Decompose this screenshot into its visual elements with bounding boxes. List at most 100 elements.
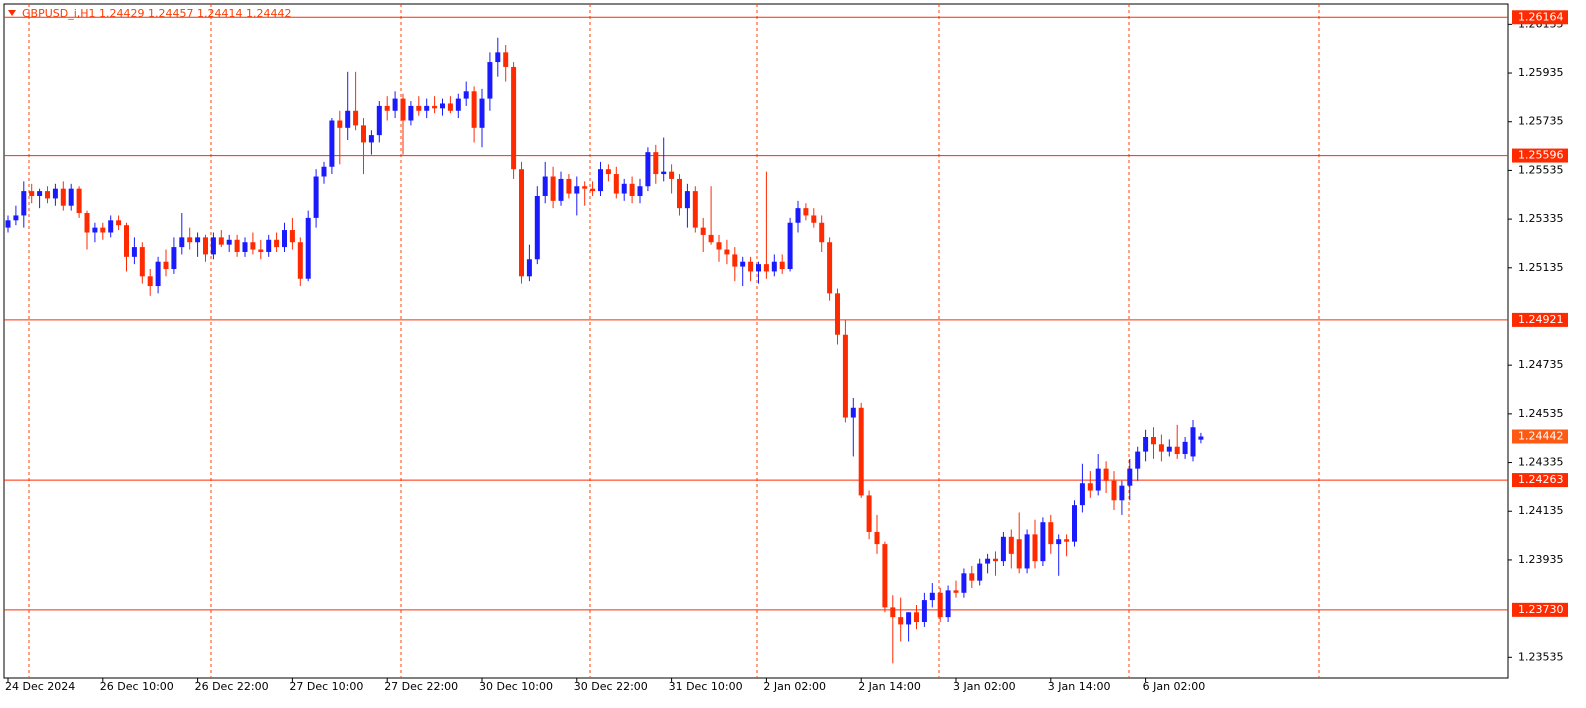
y-tick-label: 1.24335 [1518, 456, 1564, 469]
plot-frame [3, 3, 1509, 679]
candle-body [582, 186, 588, 189]
candle-body [985, 558, 991, 564]
candle-body [487, 62, 493, 99]
candle-body [305, 217, 311, 279]
x-tick-label: 27 Dec 22:00 [384, 680, 458, 693]
level-label-bg [1512, 148, 1568, 163]
candle-body [550, 176, 556, 201]
candle-body [858, 407, 864, 496]
x-tick-label: 24 Dec 2024 [5, 680, 75, 693]
candle-body [5, 220, 11, 228]
candle-body [1135, 451, 1141, 469]
candle-body [937, 592, 943, 618]
candle-body [953, 590, 959, 593]
candle-body [60, 188, 66, 206]
candle-body [1079, 483, 1085, 506]
candle-body [598, 169, 603, 192]
y-tick-label: 1.25335 [1518, 212, 1564, 225]
candle-body [756, 264, 761, 272]
candle-body [763, 264, 769, 272]
time-grid [28, 4, 1320, 678]
candle-body [882, 544, 888, 608]
current-price-bg [1512, 429, 1568, 444]
candle-body [842, 334, 848, 418]
candle-body [566, 178, 572, 194]
candle-body [827, 242, 833, 294]
x-tick-label: 27 Dec 10:00 [289, 680, 363, 693]
candle-body [1174, 446, 1180, 455]
y-tick-label: 1.24735 [1518, 358, 1564, 371]
candle-body [155, 261, 161, 287]
candle-body [361, 125, 366, 143]
current-price-label: 1.24442 [1518, 430, 1564, 443]
candle-body [1087, 483, 1093, 491]
candle-body [748, 261, 754, 272]
candle-body [795, 208, 801, 223]
candle-body [479, 98, 485, 128]
candle-body [37, 191, 43, 196]
candle-body [258, 249, 264, 252]
candle-body [708, 234, 714, 243]
candle-body [1198, 436, 1204, 440]
level-label: 1.26164 [1518, 10, 1564, 23]
candle-body [945, 590, 951, 618]
candle-body [811, 215, 817, 223]
candle-body [210, 237, 216, 255]
x-tick-label: 30 Dec 10:00 [479, 680, 553, 693]
candle-body [629, 183, 635, 196]
candle-body [977, 563, 983, 581]
candle-body [993, 558, 998, 562]
x-tick-label: 31 Dec 10:00 [669, 680, 743, 693]
candle-body [463, 91, 469, 99]
candle-body [605, 169, 611, 175]
candle-body [700, 227, 706, 235]
x-tick-label: 2 Jan 02:00 [763, 680, 826, 693]
candle-body [416, 105, 422, 111]
candle-body [898, 617, 904, 625]
candle-body [195, 237, 201, 243]
candle-body [653, 152, 659, 175]
candle-body [511, 66, 517, 170]
candle-body [124, 225, 129, 257]
candle-body [384, 105, 390, 111]
candle-body [669, 171, 675, 179]
y-tick-label: 1.25135 [1518, 261, 1564, 274]
candle-body [803, 208, 809, 216]
candle-body [147, 276, 153, 287]
candle-body [313, 176, 319, 218]
candle-body [526, 259, 532, 277]
y-tick-label: 1.23935 [1518, 553, 1564, 566]
candle-body [226, 239, 232, 245]
candle-body [874, 531, 880, 545]
candle-body [68, 188, 74, 206]
candle-body [1182, 441, 1188, 455]
level-label-bg [1512, 312, 1568, 327]
candle-body [961, 573, 967, 593]
candle-body [969, 573, 975, 581]
candle-body [1103, 468, 1109, 481]
candle-body [29, 191, 35, 196]
candle-body [621, 183, 627, 194]
candle-body [835, 293, 840, 335]
candle-body [218, 237, 224, 245]
candle-body [692, 191, 698, 228]
y-tick-label: 1.24535 [1518, 407, 1564, 420]
candle-body [716, 242, 722, 250]
level-label: 1.24263 [1518, 473, 1564, 486]
x-tick-label: 26 Dec 10:00 [100, 680, 174, 693]
candle-body [139, 247, 145, 277]
candle-body [1190, 427, 1196, 457]
menu-arrow[interactable] [8, 10, 16, 16]
candle-body [1024, 534, 1030, 569]
candle-body [850, 407, 856, 418]
candle-body [76, 188, 82, 214]
candle-body [574, 186, 580, 194]
level-label: 1.25596 [1518, 149, 1564, 162]
candle-body [455, 98, 461, 111]
candle-body [297, 242, 303, 279]
candle-body [613, 174, 619, 194]
candle-body [92, 227, 98, 233]
candle-body [203, 237, 208, 255]
candle-body [534, 195, 540, 260]
candle-body [1166, 446, 1172, 452]
